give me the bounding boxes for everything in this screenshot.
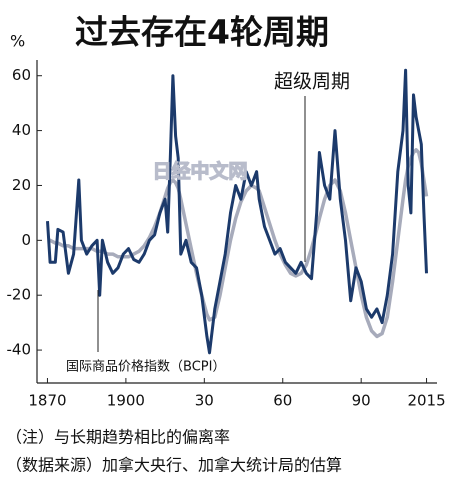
x-tick-label: 90	[352, 392, 371, 410]
watermark: 日经中文网	[152, 160, 247, 183]
y-tick-label: 60	[12, 66, 31, 84]
y-tick-label: 20	[12, 176, 31, 194]
y-tick-label: 40	[12, 121, 31, 139]
series-line	[46, 68, 428, 355]
y-tick-label: 0	[21, 231, 31, 249]
y-tick-label: -20	[7, 286, 32, 304]
x-tick-label: 60	[273, 392, 292, 410]
series-line	[47, 148, 429, 339]
annotation-bg	[62, 356, 252, 378]
y-unit: %	[10, 32, 25, 51]
x-tick-label: 1900	[107, 392, 145, 410]
annotation: 国际商品价格指数（BCPI）	[66, 359, 225, 375]
x-tick-label: 30	[195, 392, 214, 410]
x-tick-label: 2015	[407, 392, 445, 410]
y-tick-label: -40	[7, 341, 32, 359]
note: （注）与长期趋势相比的偏离率	[6, 428, 230, 447]
annotation: 超级周期	[274, 71, 350, 93]
chart-title: 过去存在4轮周期	[75, 13, 329, 52]
note: （数据来源）加拿大央行、加拿大统计局的估算	[6, 456, 342, 475]
x-tick-label: 1870	[28, 392, 66, 410]
